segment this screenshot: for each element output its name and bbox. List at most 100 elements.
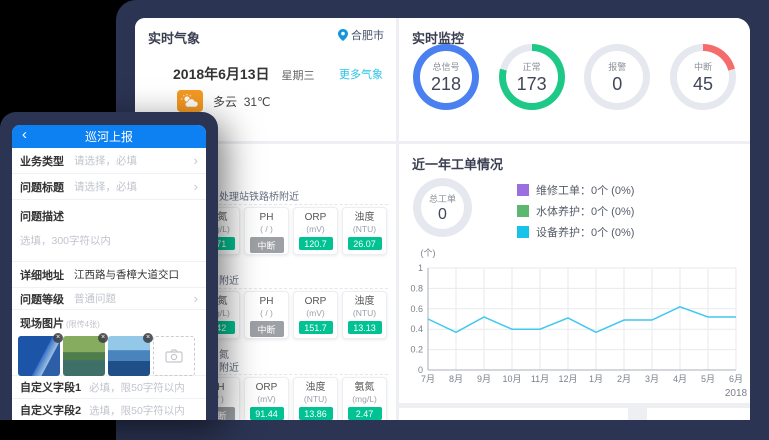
- svg-text:0.4: 0.4: [410, 324, 423, 334]
- svg-text:(个): (个): [421, 248, 436, 258]
- phone-frame: ‹ 巡河上报 业务类型 请选择，必填 › 问题标题 请选择，必填 › 问题描述 …: [0, 112, 218, 420]
- monitor-donut-row: 总信号 218 正常 173 报警 0 中断 45: [413, 44, 736, 110]
- field-business-type[interactable]: 业务类型 请选择，必填 ›: [12, 148, 206, 174]
- donut-total-signal: 总信号 218: [413, 44, 479, 110]
- delete-photo-icon[interactable]: ×: [98, 333, 108, 343]
- field-custom-1[interactable]: 自定义字段1 必填，限50字符以内: [12, 376, 206, 399]
- svg-text:0.6: 0.6: [410, 304, 423, 314]
- workorder-panel: 近一年工单情况 总工单 0 维修工单： 0个 (0%) 水体养护： 0个 (0%)…: [399, 144, 750, 403]
- sensor-value-badge: 中断: [249, 237, 284, 253]
- business-type-placeholder: 请选择，必填: [74, 155, 137, 167]
- photo-thumbnail[interactable]: ×: [108, 333, 153, 376]
- photo-thumbnail[interactable]: ×: [63, 333, 108, 376]
- sensor-card: 浊度 (NTU) 13.13: [342, 291, 387, 339]
- workorder-line-chart: 0 0.2 0.4 0.6 0.8 1 7月 8月 9月 10月 11月 12月 1月 2月 3月 4月 5月 6…: [410, 248, 748, 399]
- legend-item-equipment-maintenance: 设备养护： 0个 (0%): [517, 224, 634, 240]
- svg-text:10月: 10月: [502, 374, 521, 384]
- more-weather-link[interactable]: 更多气象: [339, 69, 383, 81]
- station-title: 处理站铁路桥附近: [219, 192, 299, 203]
- donut-normal: 正常 173: [498, 44, 565, 110]
- delete-photo-icon[interactable]: ×: [53, 333, 63, 343]
- sensor-value-badge: 13.86: [298, 407, 333, 420]
- sensor-card: ORP (mV) 120.7: [293, 207, 338, 255]
- sensor-card: 浊度 (NTU) 26.07: [342, 207, 387, 255]
- station-title: 氮: [219, 350, 229, 361]
- sensor-value-badge: 26.07: [347, 237, 382, 250]
- svg-text:5月: 5月: [701, 374, 715, 384]
- legend-swatch: [517, 226, 529, 238]
- legend-swatch: [517, 184, 529, 196]
- field-issue-level[interactable]: 问题等级 普通问题 ›: [12, 288, 206, 310]
- bottom-panel-left: [399, 408, 628, 420]
- delete-photo-icon[interactable]: ×: [143, 333, 153, 343]
- divider: [143, 288, 388, 289]
- camera-icon: [165, 349, 183, 363]
- sensor-card: ORP (mV) 91.44: [244, 377, 289, 420]
- photo-limit-hint: (限传4张): [66, 320, 100, 329]
- station-title: 附近: [219, 363, 239, 374]
- issue-level-value: 普通问题: [74, 293, 116, 305]
- sensor-card: 氨氮 (mg/L) 2.47: [342, 377, 387, 420]
- custom-2-placeholder: 选填，限50字符以内: [89, 404, 185, 417]
- donut-total-workorders: 总工单 0: [413, 178, 472, 237]
- svg-text:4月: 4月: [673, 374, 687, 384]
- realtime-monitor-panel: 实时监控 总信号 218 正常 173 报警 0 中断 45: [399, 18, 750, 141]
- sensor-card: PH ( / ) 中断: [244, 291, 289, 339]
- legend-item-water-maintenance: 水体养护： 0个 (0%): [517, 203, 634, 219]
- station-title: 附近: [219, 276, 239, 287]
- back-icon[interactable]: ‹: [22, 126, 27, 143]
- svg-text:9月: 9月: [477, 374, 491, 384]
- sensor-value-badge: 中断: [249, 321, 284, 337]
- city-name: 合肥市: [351, 30, 384, 42]
- workorder-panel-title: 近一年工单情况: [412, 157, 504, 172]
- svg-text:1: 1: [418, 263, 423, 273]
- weather-icon: [177, 90, 203, 112]
- add-photo-button[interactable]: [153, 336, 195, 376]
- legend-swatch: [517, 205, 529, 217]
- weekday-text: 星期三: [281, 70, 315, 82]
- location-pin-icon: [338, 29, 348, 41]
- svg-text:0.8: 0.8: [410, 283, 423, 293]
- svg-text:2018: 2018: [725, 388, 748, 399]
- field-issue-description[interactable]: 问题描述 选填，300字符以内: [12, 200, 206, 262]
- sensor-value-badge: 151.7: [298, 321, 333, 334]
- donut-interrupted: 中断 45: [669, 44, 736, 110]
- donut-alarm: 报警 0: [584, 44, 651, 110]
- svg-text:2月: 2月: [617, 374, 631, 384]
- sensor-card: ORP (mV) 151.7: [293, 291, 338, 339]
- legend-item-repair: 维修工单： 0个 (0%): [517, 182, 634, 198]
- svg-text:3月: 3月: [645, 374, 659, 384]
- sensor-value-badge: 2.47: [347, 407, 382, 420]
- custom-1-placeholder: 必填，限50字符以内: [89, 381, 185, 394]
- photo-thumbnail[interactable]: ×: [18, 333, 63, 376]
- weather-panel-title: 实时气象: [148, 31, 201, 46]
- workorder-legend: 维修工单： 0个 (0%) 水体养护： 0个 (0%) 设备养护： 0个 (0%…: [517, 182, 634, 245]
- date-text: 2018年6月13日: [173, 66, 270, 82]
- svg-text:0.2: 0.2: [410, 345, 423, 355]
- bottom-panel-right: [647, 408, 750, 420]
- issue-description-placeholder: 选填，300字符以内: [20, 235, 112, 247]
- phone-header: ‹ 巡河上报: [12, 125, 206, 148]
- address-value: 江西路与香樟大道交口: [74, 269, 179, 281]
- svg-text:6月: 6月: [729, 374, 743, 384]
- city-selector[interactable]: 合肥市: [338, 27, 384, 43]
- field-issue-title[interactable]: 问题标题 请选择，必填 ›: [12, 174, 206, 200]
- divider: [143, 204, 388, 205]
- divider: [143, 374, 388, 375]
- sensor-value-badge: 120.7: [298, 237, 333, 250]
- date-row: 2018年6月13日 星期三: [173, 64, 315, 84]
- svg-text:0: 0: [418, 365, 423, 375]
- svg-text:11月: 11月: [531, 374, 549, 384]
- chevron-right-icon: ›: [193, 179, 198, 194]
- chevron-right-icon: ›: [193, 291, 198, 306]
- monitor-panel-title: 实时监控: [412, 31, 465, 46]
- field-custom-2[interactable]: 自定义字段2 选填，限50字符以内: [12, 399, 206, 420]
- field-address[interactable]: 详细地址 江西路与香樟大道交口: [12, 262, 206, 288]
- issue-title-placeholder: 请选择，必填: [74, 181, 137, 193]
- weather-condition: 多云 31℃: [213, 94, 271, 109]
- svg-text:7月: 7月: [421, 374, 435, 384]
- weather-condition-row: 多云 31℃: [177, 90, 271, 112]
- phone-screen: ‹ 巡河上报 业务类型 请选择，必填 › 问题标题 请选择，必填 › 问题描述 …: [12, 125, 206, 420]
- phone-page-title: 巡河上报: [84, 130, 133, 144]
- chevron-right-icon: ›: [193, 153, 198, 168]
